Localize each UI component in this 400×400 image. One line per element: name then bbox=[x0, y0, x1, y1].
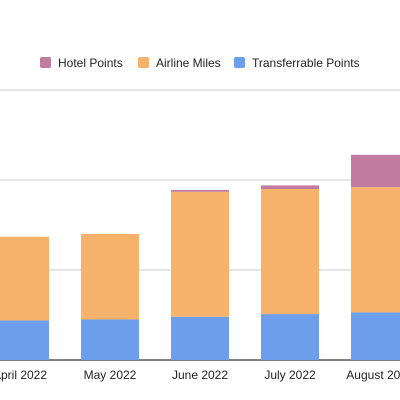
bar-segment bbox=[171, 191, 229, 317]
bar-segment bbox=[0, 236, 49, 321]
bar-segment bbox=[261, 189, 319, 315]
bar-stack bbox=[171, 189, 229, 360]
x-tick-label: August 2022 bbox=[346, 368, 400, 382]
legend-label: Airline Miles bbox=[156, 56, 221, 70]
bar-segment bbox=[81, 234, 139, 320]
bar-segment bbox=[171, 189, 229, 192]
legend-item: Hotel Points bbox=[40, 56, 123, 70]
bar-segment bbox=[351, 312, 400, 360]
x-axis-tick-labels: April 2022 May 2022 June 2022 July 2022 Augu… bbox=[0, 368, 400, 382]
bar-segment bbox=[261, 314, 319, 360]
legend: Hotel Points Airline Miles Transferrable P… bbox=[40, 56, 360, 70]
legend-label: Hotel Points bbox=[58, 56, 123, 70]
bar-segment bbox=[171, 316, 229, 360]
legend-item: Transferrable Points bbox=[234, 56, 360, 70]
bar-segment bbox=[81, 319, 139, 360]
bar-segment bbox=[261, 185, 319, 189]
bars bbox=[0, 154, 400, 360]
bar-segment bbox=[351, 187, 400, 313]
x-tick-label: July 2022 bbox=[264, 368, 316, 382]
x-tick-label: May 2022 bbox=[84, 368, 137, 382]
bar-segment bbox=[351, 154, 400, 188]
x-tick-label: June 2022 bbox=[172, 368, 228, 382]
bar-stack bbox=[81, 234, 139, 360]
x-tick-label: April 2022 bbox=[0, 368, 47, 382]
legend-item: Airline Miles bbox=[138, 56, 221, 70]
legend-swatch bbox=[234, 57, 245, 68]
bar-stack bbox=[261, 185, 319, 360]
bar-stack bbox=[0, 236, 49, 360]
legend-swatch bbox=[138, 57, 149, 68]
bar-stack bbox=[351, 154, 400, 360]
legend-label: Transferrable Points bbox=[252, 56, 360, 70]
bar-segment bbox=[0, 320, 49, 360]
legend-swatch bbox=[40, 57, 51, 68]
